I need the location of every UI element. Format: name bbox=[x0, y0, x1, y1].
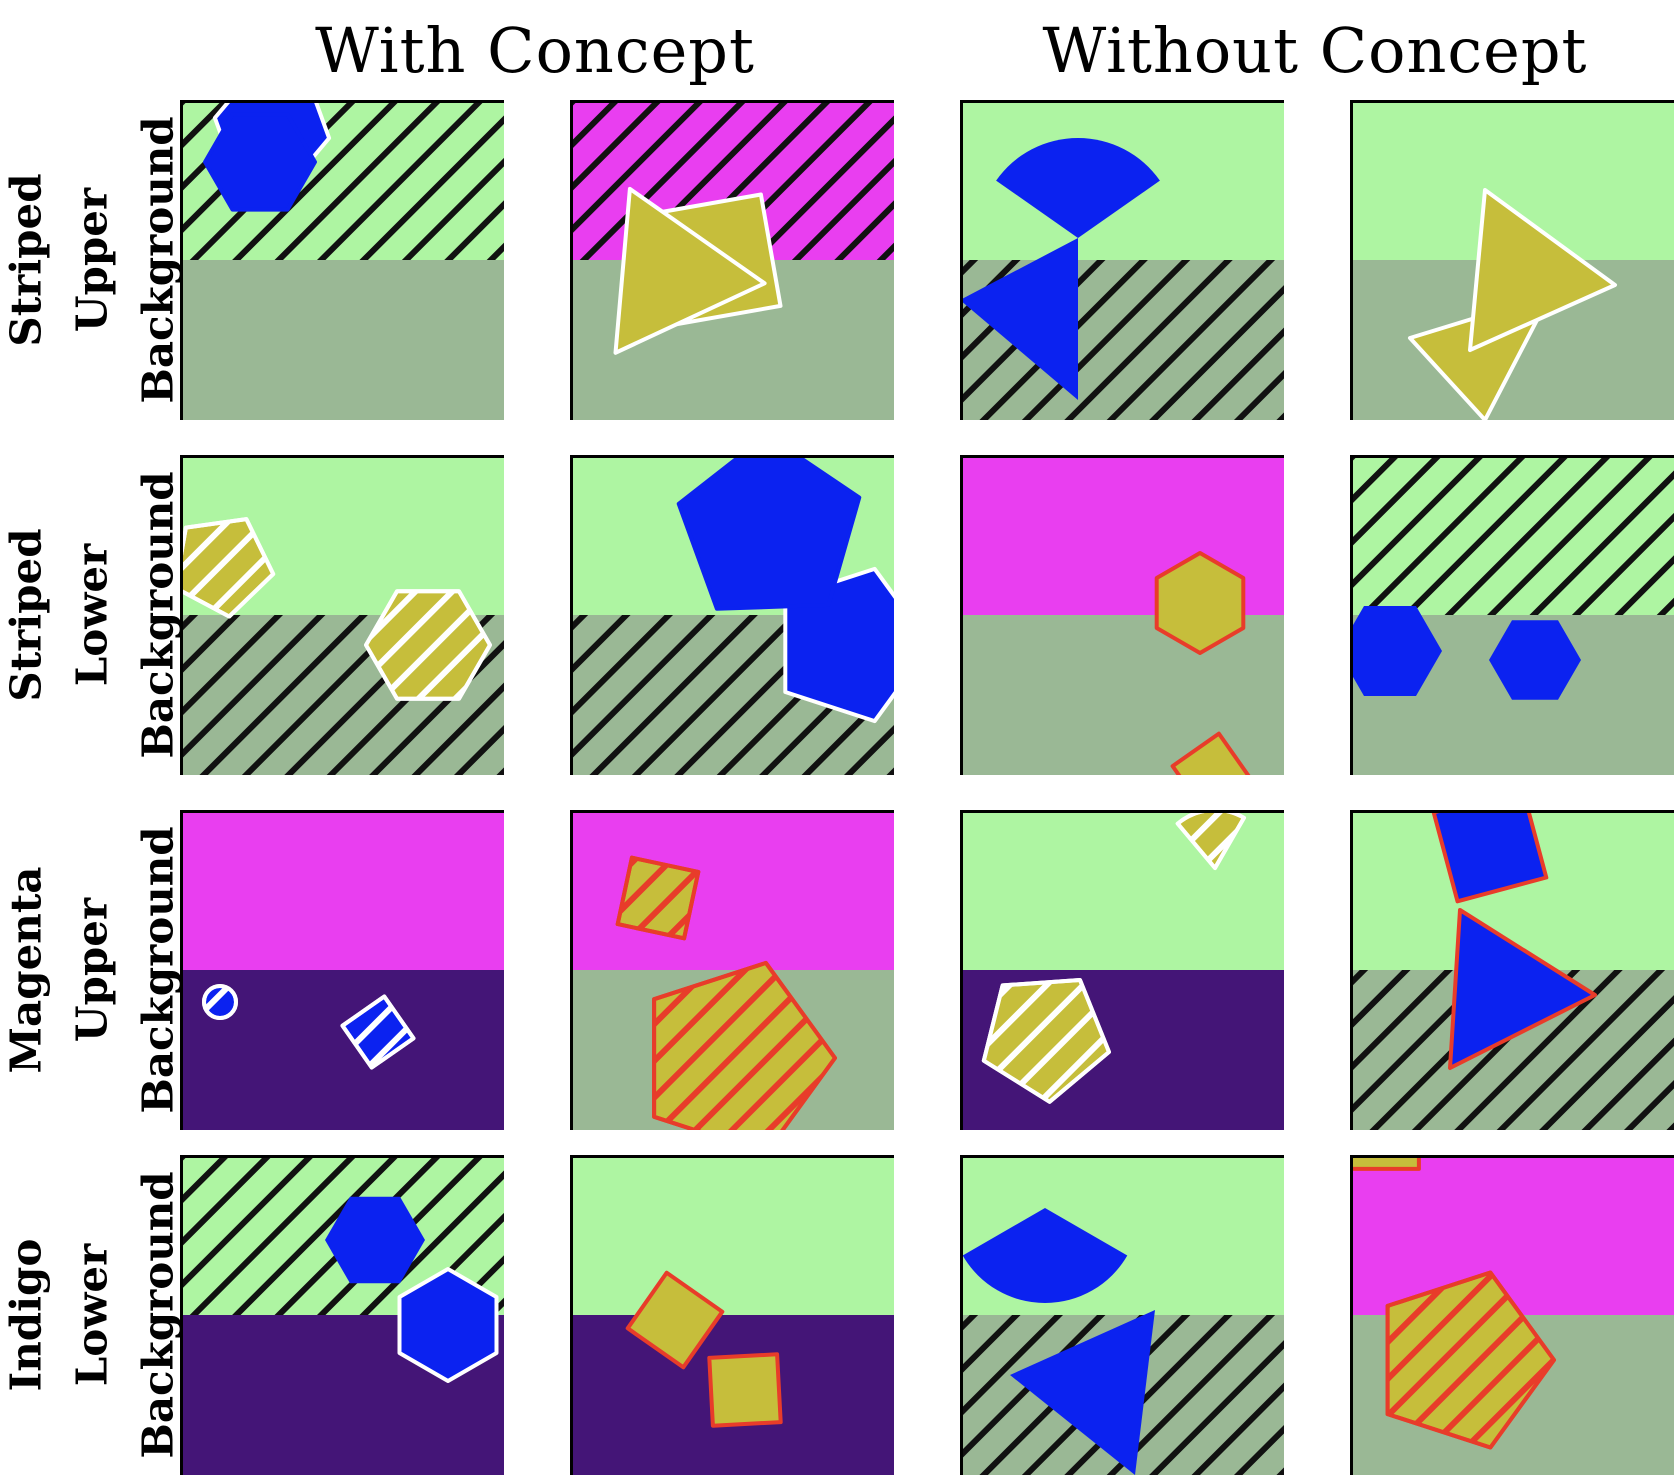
sample-panel-r4-c1 bbox=[180, 1155, 504, 1475]
column-header-with-concept: With Concept bbox=[315, 14, 755, 87]
sample-panel-r1-c2 bbox=[570, 100, 894, 420]
sample-panel-r4-c2 bbox=[570, 1155, 894, 1475]
sample-image bbox=[570, 810, 894, 1130]
shape bbox=[960, 238, 1078, 400]
shape bbox=[1350, 1155, 1421, 1171]
shape-hatch bbox=[366, 591, 490, 699]
upper-background bbox=[570, 810, 894, 970]
shape bbox=[1468, 188, 1617, 352]
sample-panel-r4-c4 bbox=[1350, 1155, 1674, 1475]
shape-hatch bbox=[617, 857, 699, 939]
upper-background bbox=[570, 1155, 894, 1315]
row-label-magenta-upper: Magenta Upper Background bbox=[2, 810, 183, 1130]
row-label-line: Magenta bbox=[2, 866, 51, 1074]
shape-outline bbox=[364, 589, 492, 701]
sample-panel-r4-c3 bbox=[960, 1155, 1284, 1475]
lower-background bbox=[180, 260, 504, 420]
row-label-line: Striped bbox=[2, 528, 51, 702]
shape-outline bbox=[340, 994, 416, 1070]
upper-background bbox=[180, 810, 504, 970]
shape bbox=[1010, 1310, 1155, 1475]
shape-outline bbox=[615, 855, 701, 941]
row-label-line: Lower bbox=[68, 1243, 117, 1387]
shape-outline bbox=[1385, 1270, 1556, 1450]
sample-image bbox=[570, 1155, 894, 1475]
sample-panel-r2-c3 bbox=[960, 455, 1284, 775]
sample-panel-r3-c3 bbox=[960, 810, 1284, 1130]
row-label-line: Striped bbox=[2, 173, 51, 347]
sample-panel-r3-c1 bbox=[180, 810, 504, 1130]
shape bbox=[1170, 731, 1251, 775]
shape-hatch bbox=[180, 519, 274, 617]
stripe-overlay bbox=[1350, 455, 1674, 615]
shape bbox=[1350, 606, 1442, 696]
sample-image bbox=[1350, 455, 1674, 775]
row-label-indigo-lower: Indigo Lower Background bbox=[2, 1155, 183, 1475]
shape-outline bbox=[981, 978, 1111, 1104]
shape-hatch bbox=[1387, 1272, 1554, 1448]
shape bbox=[1489, 620, 1581, 700]
row-label-striped-lower: Striped Lower Background bbox=[2, 455, 183, 775]
row-label-line: Upper bbox=[68, 187, 117, 333]
lower-background bbox=[960, 615, 1284, 775]
shape bbox=[397, 1267, 499, 1383]
row-label-line: Upper bbox=[68, 897, 117, 1043]
shape bbox=[625, 1270, 725, 1370]
sample-image bbox=[180, 1155, 504, 1475]
sample-image bbox=[570, 455, 894, 775]
shape bbox=[1154, 551, 1246, 655]
shape-hatch bbox=[654, 962, 835, 1130]
shape bbox=[325, 1196, 425, 1284]
shape-outline bbox=[202, 984, 238, 1020]
sample-panel-r3-c4 bbox=[1350, 810, 1674, 1130]
sample-image bbox=[180, 810, 504, 1130]
sample-image bbox=[1350, 810, 1674, 1130]
shape-hatch bbox=[983, 980, 1109, 1102]
sample-image bbox=[960, 810, 1284, 1130]
shape bbox=[1448, 908, 1597, 1070]
sample-panel-r3-c2 bbox=[570, 810, 894, 1130]
shape-hatch bbox=[204, 986, 236, 1018]
row-label-striped-upper: Striped Upper Background bbox=[2, 100, 183, 420]
sample-panel-r1-c4 bbox=[1350, 100, 1674, 420]
column-header-without-concept: Without Concept bbox=[1042, 14, 1588, 87]
upper-background bbox=[1350, 1155, 1674, 1315]
sample-image bbox=[960, 455, 1284, 775]
sample-image bbox=[180, 455, 504, 775]
sample-image bbox=[570, 100, 894, 420]
shape bbox=[613, 186, 767, 355]
row-label-line: Lower bbox=[68, 543, 117, 687]
shape bbox=[962, 1208, 1128, 1304]
shape bbox=[676, 455, 862, 611]
shape-outline bbox=[652, 960, 837, 1130]
shape-hatch bbox=[1177, 810, 1244, 868]
sample-panel-r2-c4 bbox=[1350, 455, 1674, 775]
shape bbox=[996, 137, 1160, 238]
sample-panel-r2-c2 bbox=[570, 455, 894, 775]
sample-image bbox=[1350, 100, 1674, 420]
shape bbox=[203, 112, 317, 212]
sample-image bbox=[960, 1155, 1284, 1475]
sample-image bbox=[180, 100, 504, 420]
sample-panel-r2-c1 bbox=[180, 455, 504, 775]
row-label-line: Indigo bbox=[2, 1238, 51, 1392]
sample-image bbox=[960, 100, 1284, 420]
sample-panel-r1-c3 bbox=[960, 100, 1284, 420]
sample-image bbox=[1350, 1155, 1674, 1475]
shape bbox=[707, 1352, 783, 1428]
sample-panel-r1-c1 bbox=[180, 100, 504, 420]
